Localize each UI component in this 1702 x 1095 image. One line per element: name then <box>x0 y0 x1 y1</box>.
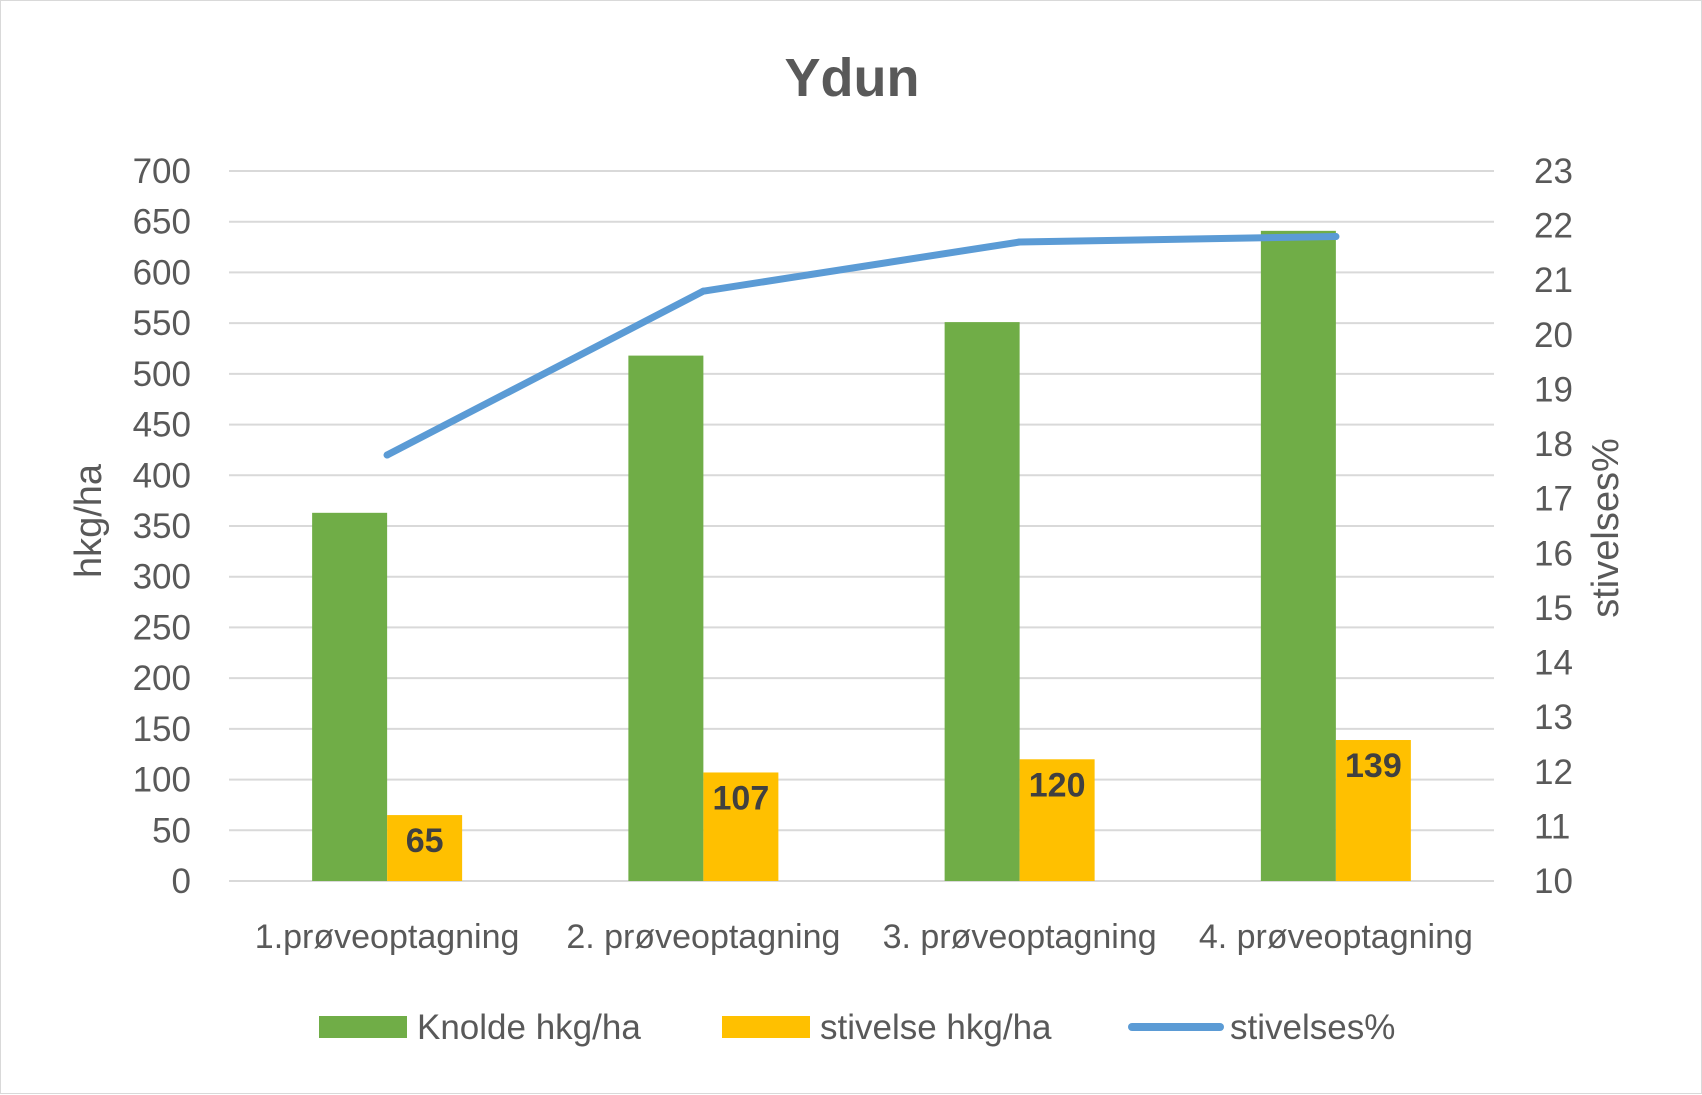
legend: Knolde hkg/ha stivelse hkg/ha stivelses% <box>319 1008 1395 1047</box>
bar <box>1019 759 1095 881</box>
data-label: 139 <box>1345 747 1402 785</box>
y-tick-label: 100 <box>133 761 191 800</box>
y-tick-label: 450 <box>133 406 191 445</box>
bar <box>703 772 779 881</box>
y-tick-label: 600 <box>133 253 191 292</box>
bar <box>944 322 1020 882</box>
right-axis-ticks: 10 11 12 13 14 15 16 17 18 19 20 21 22 23 <box>1534 152 1573 901</box>
data-label: 120 <box>1029 766 1086 804</box>
y2-tick-label: 21 <box>1534 261 1573 300</box>
line-point <box>1016 238 1024 246</box>
y2-tick-label: 17 <box>1534 480 1573 519</box>
legend-label: stivelses% <box>1230 1008 1395 1047</box>
category-label: 4. prøveoptagning <box>1199 918 1473 956</box>
bar <box>628 355 704 882</box>
category-label: 3. prøveoptagning <box>883 918 1157 956</box>
data-labels: 65 107 120 139 <box>406 747 1402 860</box>
legend-label: stivelse hkg/ha <box>820 1008 1052 1047</box>
y2-tick-label: 18 <box>1534 425 1573 464</box>
bar <box>387 815 463 881</box>
y2-tick-label: 16 <box>1534 534 1573 573</box>
y-tick-label: 300 <box>133 558 191 597</box>
bar <box>312 512 388 881</box>
y2-tick-label: 12 <box>1534 753 1573 792</box>
y2-tick-label: 13 <box>1534 698 1573 737</box>
line-point <box>1332 233 1340 241</box>
y-tick-label: 250 <box>133 608 191 647</box>
y2-tick-label: 15 <box>1534 589 1573 628</box>
y-tick-label: 0 <box>172 862 191 901</box>
y-tick-label: 50 <box>152 811 191 850</box>
data-label: 65 <box>406 822 444 860</box>
y-tick-label: 550 <box>133 304 191 343</box>
y-tick-label: 150 <box>133 710 191 749</box>
legend-swatch <box>319 1016 407 1038</box>
y2-tick-label: 14 <box>1534 644 1573 683</box>
y2-tick-label: 11 <box>1534 807 1570 846</box>
category-labels: 1.prøveoptagning 2. prøveoptagning 3. prøv… <box>255 918 1473 956</box>
category-label: 1.prøveoptagning <box>255 918 520 956</box>
line-path <box>383 233 1340 459</box>
line-point <box>383 451 391 459</box>
y-tick-label: 200 <box>133 659 191 698</box>
y2-tick-label: 19 <box>1534 370 1573 409</box>
y-tick-label: 700 <box>133 152 191 191</box>
bars <box>312 230 1411 882</box>
category-label: 2. prøveoptagning <box>566 918 840 956</box>
chart-title: Ydun <box>785 48 920 108</box>
y2-axis-title: stivelses% <box>1585 438 1627 618</box>
y2-tick-label: 20 <box>1534 316 1573 355</box>
line-point <box>699 287 707 295</box>
y-tick-label: 350 <box>133 507 191 546</box>
bar <box>1260 230 1336 882</box>
bar <box>1335 740 1411 881</box>
y-axis-title: hkg/ha <box>68 463 110 578</box>
y-tick-label: 400 <box>133 456 191 495</box>
legend-swatch <box>722 1016 810 1038</box>
left-axis-ticks: 0 50 100 150 200 250 300 350 400 450 500 550 600 650 7… <box>133 152 191 901</box>
y-tick-label: 500 <box>133 355 191 394</box>
y2-tick-label: 22 <box>1534 207 1573 246</box>
data-label: 107 <box>713 779 770 817</box>
y2-tick-label: 10 <box>1534 862 1573 901</box>
y2-tick-label: 23 <box>1534 152 1573 191</box>
y-tick-label: 650 <box>133 203 191 242</box>
legend-label: Knolde hkg/ha <box>417 1008 641 1047</box>
line-series <box>383 233 1340 459</box>
